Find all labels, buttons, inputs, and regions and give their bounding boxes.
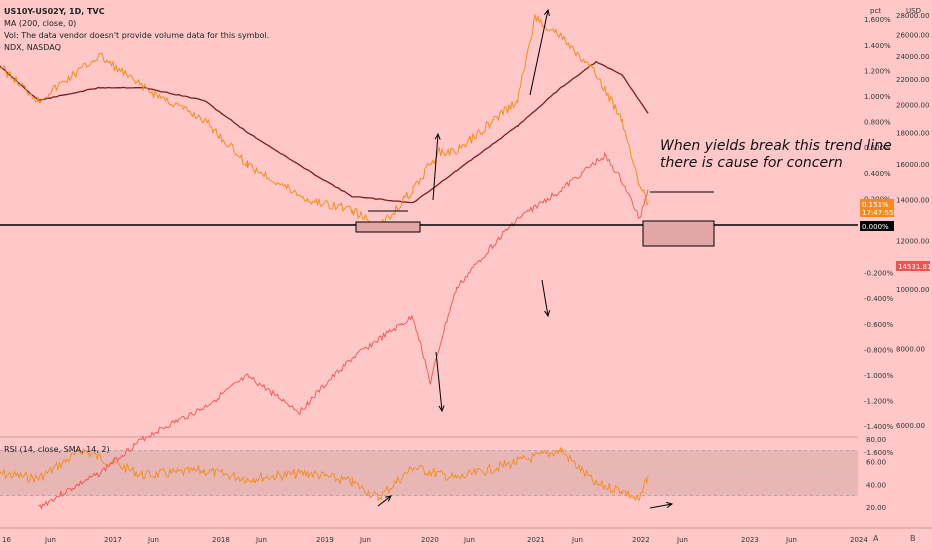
ma-line — [0, 60, 649, 204]
arrow-2021-down — [541, 279, 549, 317]
ndx-line — [38, 151, 649, 510]
pct-tick: -1.000% — [864, 372, 894, 380]
pct-unit-label: pct — [870, 7, 881, 15]
zone-box-2022 — [642, 220, 715, 247]
usd-unit-label: USD — [906, 7, 921, 15]
usd-tick: 14000.00 — [896, 196, 929, 204]
rsi-legend[interactable]: RSI (14, close, SMA, 14, 2) — [4, 445, 110, 454]
pct-tick: -0.800% — [864, 346, 894, 354]
rsi-line — [0, 446, 649, 502]
time-tick: 2022 — [632, 536, 650, 544]
usd-tick: 26000.00 — [896, 32, 929, 40]
time-tick: Jun — [255, 536, 267, 544]
spread-tag-value: 0.151% — [862, 201, 889, 209]
time-tick: Jun — [571, 536, 583, 544]
time-tick: Jun — [147, 536, 159, 544]
time-tick: 2020 — [421, 536, 439, 544]
pct-tick: 1.000% — [864, 93, 891, 101]
zero-tag — [860, 221, 894, 231]
usd-tick: 20000.00 — [896, 102, 929, 110]
pct-tick: -1.200% — [864, 398, 894, 406]
ndx-tag-text: 14531.81 — [898, 263, 931, 271]
zero-tag-text: 0.000% — [862, 223, 889, 231]
time-axis — [0, 528, 932, 550]
arrow-2021-down-head — [544, 310, 551, 318]
arrow-2020-up — [432, 133, 439, 201]
spread-price-tag — [860, 199, 894, 217]
time-tick: 2017 — [104, 536, 122, 544]
arrow-2021-up — [529, 9, 549, 96]
arrow-rsi-2022 — [649, 503, 673, 509]
spread-tag-time: 17:47:55 — [862, 209, 893, 217]
ndx-legend[interactable]: NDX, NASDAQ — [4, 43, 61, 52]
time-tick: 2023 — [741, 536, 759, 544]
rsi-tick: 20.00 — [866, 504, 886, 512]
time-tick: 2024 — [850, 536, 868, 544]
pct-tick: -0.200% — [864, 270, 894, 278]
pct-tick: 1.400% — [864, 42, 891, 50]
time-tick: Jun — [785, 536, 797, 544]
usd-tick: 28000.00 — [896, 12, 929, 20]
pct-tick: 1.200% — [864, 67, 891, 75]
time-tick: 2018 — [212, 536, 230, 544]
rsi-tick: 80.00 — [866, 436, 886, 444]
arrow-rsi-2022-head — [666, 501, 674, 508]
usd-tick: 22000.00 — [896, 76, 929, 84]
time-tick: Jun — [676, 536, 688, 544]
usd-tick: 6000.00 — [896, 422, 925, 430]
pct-tick: 1.600% — [864, 16, 891, 24]
pct-tick: 0.800% — [864, 119, 891, 127]
time-tick: Jun — [463, 536, 475, 544]
time-tick: 2021 — [527, 536, 545, 544]
time-tick: Jun — [44, 536, 56, 544]
arrow-rsi-2019 — [377, 495, 392, 507]
spread-line — [0, 14, 649, 233]
rsi-tick: 60.00 — [866, 459, 886, 467]
arrow-2020-down — [435, 351, 443, 412]
usd-tick: 24000.00 — [896, 53, 929, 61]
pct-tick: -0.400% — [864, 295, 894, 303]
trendline-annotation: When yields break this trend line there … — [660, 138, 892, 172]
pct-tick: -1.400% — [864, 423, 894, 431]
pct-tick: -0.600% — [864, 321, 894, 329]
symbol-legend[interactable]: US10Y-US02Y, 1D, TVC — [4, 7, 105, 16]
pct-tick: 0.400% — [864, 170, 891, 178]
ma-legend[interactable]: MA (200, close, 0) — [4, 19, 77, 28]
arrow-2021-up-head — [543, 8, 550, 16]
arrow-2020-up-head — [434, 132, 441, 140]
annotation-line-1: When yields break this trend line — [660, 138, 892, 154]
usd-tick: 18000.00 — [896, 130, 929, 138]
usd-tick: 12000.00 — [896, 238, 929, 246]
auto-scale-button[interactable]: A — [873, 534, 879, 543]
time-tick: 2019 — [316, 536, 334, 544]
arrow-rsi-2019-head — [385, 495, 392, 502]
pct-tick: 0.600% — [864, 144, 891, 152]
usd-tick: 8000.00 — [896, 345, 925, 353]
rsi-tick: 40.00 — [866, 481, 886, 489]
time-tick: 16 — [2, 536, 11, 544]
usd-tick: 10000.00 — [896, 286, 929, 294]
annotation-line-2: there is cause for concern — [660, 155, 843, 171]
arrow-2020-down-head — [438, 405, 445, 413]
ndx-price-tag — [896, 261, 930, 271]
zone-box-2019 — [355, 221, 421, 233]
pct-tick: -1.600% — [864, 449, 894, 457]
time-tick: Jun — [359, 536, 371, 544]
vol-legend[interactable]: Vol: The data vendor doesn't provide vol… — [4, 31, 270, 40]
usd-tick: 16000.00 — [896, 161, 929, 169]
log-scale-button[interactable]: B — [910, 534, 916, 543]
